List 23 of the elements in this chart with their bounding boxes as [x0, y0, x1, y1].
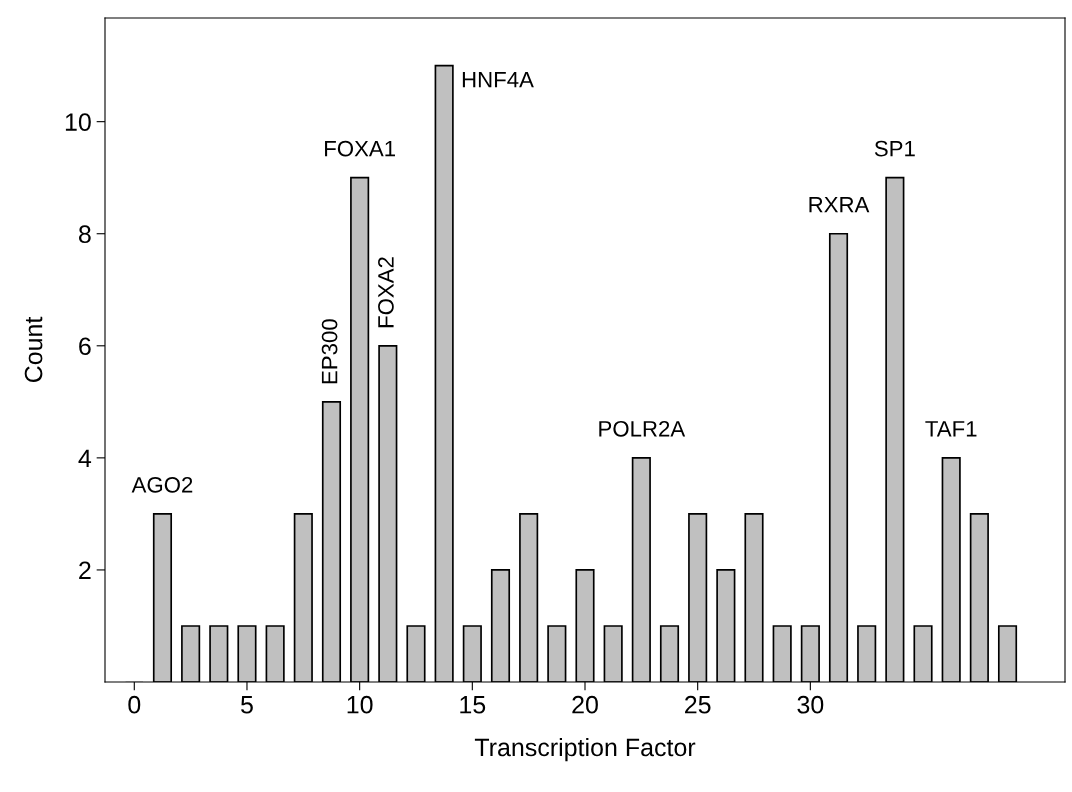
annotation: EP300 — [321, 319, 338, 384]
annotation: FOXA2 — [378, 257, 394, 328]
y-axis-title: Count — [24, 316, 43, 383]
x-tick-label: 10 — [347, 695, 373, 714]
x-tick-label: 15 — [460, 696, 486, 714]
annotation: TAF1 — [925, 421, 977, 437]
y-tick-label: 2 — [79, 561, 91, 579]
annotation: SP1 — [874, 140, 915, 157]
x-tick-label: 0 — [128, 695, 141, 714]
y-tick-label: 6 — [79, 337, 91, 356]
y-tick-label: 10 — [65, 113, 91, 131]
annotation: POLR2A — [599, 420, 686, 437]
x-tick-label: 5 — [241, 696, 253, 714]
x-tick-label: 20 — [572, 695, 598, 714]
x-tick-label: 30 — [797, 695, 824, 714]
y-tick-label: 8 — [78, 225, 91, 244]
annotation: FOXA1 — [325, 140, 395, 157]
annotation: RXRA — [809, 197, 870, 213]
x-tick-label: 25 — [685, 695, 711, 714]
x-axis-title: Transcription Factor — [474, 737, 696, 762]
annotation: HNF4A — [462, 72, 534, 88]
y-tick-label: 4 — [78, 449, 92, 467]
annotation: AGO2 — [131, 476, 193, 493]
